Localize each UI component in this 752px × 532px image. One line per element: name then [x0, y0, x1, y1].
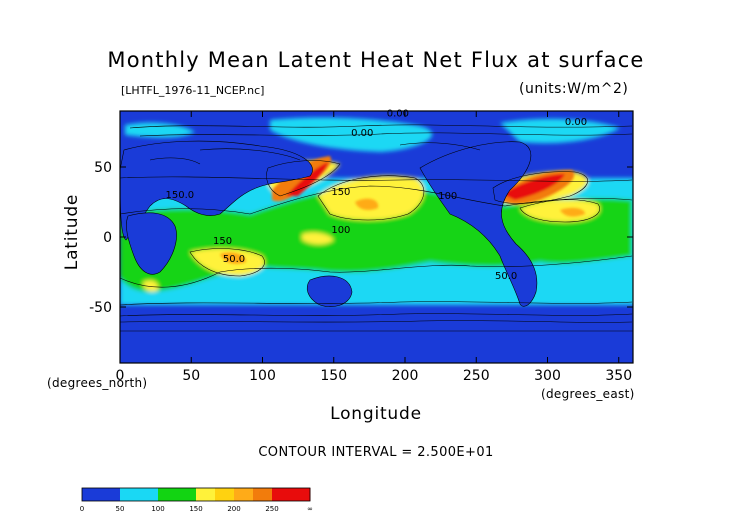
x-tick-label: 300 — [534, 368, 561, 384]
colorbar-segment — [234, 488, 254, 501]
contour-label: 100 — [331, 225, 350, 236]
contour-label: 150 — [213, 236, 232, 247]
x-tick-label: 250 — [463, 368, 490, 384]
contour-label: 50.0 — [495, 271, 517, 282]
y-tick-label: 0 — [103, 230, 112, 246]
x-ticks: 0 50 100 150 200 250 300 350 — [116, 111, 632, 384]
units-label: (units:W/m^2) — [519, 81, 629, 97]
colorbar-tick-label: ∞ — [307, 505, 313, 513]
colorbar-tick-label: 50 — [116, 505, 125, 513]
x-unit-label: (degrees_east) — [541, 387, 635, 401]
x-tick-label: 0 — [116, 368, 125, 384]
colorbar-segment — [253, 488, 273, 501]
colorbar-segment — [196, 488, 216, 501]
y-tick-label: 50 — [94, 160, 112, 176]
x-tick-label: 350 — [605, 368, 632, 384]
colorbar: 0 50 100 150 200 250 ∞ — [80, 487, 313, 513]
x-tick-label: 150 — [320, 368, 347, 384]
colorbar-segment — [82, 488, 102, 501]
file-label: [LHTFL_1976-11_NCEP.nc] — [121, 84, 265, 97]
y-ticks: 50 0 -50 — [89, 160, 633, 316]
x-tick-label: 200 — [392, 368, 419, 384]
colorbar-segment — [215, 488, 235, 501]
colorbar-frame — [81, 487, 311, 502]
contour-label: 0.00 — [387, 109, 409, 120]
y-unit-label: (degrees_north) — [47, 376, 148, 390]
contour-label: 0.00 — [351, 128, 373, 139]
contour-label: 0.00 — [565, 117, 587, 128]
colorbar-segment — [177, 488, 197, 501]
heatmap-field — [120, 111, 633, 363]
contour-labels: 0.00 0.00 0.00 150.0 150 100 100 150 50.0 50.0 — [166, 109, 588, 282]
contour-label: 100 — [438, 191, 457, 202]
contour-label: 150.0 — [166, 190, 195, 201]
colorbar-tick-label: 250 — [265, 505, 278, 513]
colorbar-tick-label: 150 — [189, 505, 202, 513]
x-tick-label: 50 — [182, 368, 200, 384]
colorbar-segment — [291, 488, 311, 501]
colorbar-segment — [272, 488, 292, 501]
colorbar-segment — [101, 488, 121, 501]
colorbar-segment — [120, 488, 140, 501]
colorbar-tick-label: 0 — [80, 505, 84, 513]
colorbar-segment — [139, 488, 159, 501]
x-tick-label: 100 — [249, 368, 276, 384]
chart-title: Monthly Mean Latent Heat Net Flux at sur… — [107, 48, 645, 72]
colorbar-segment — [158, 488, 178, 501]
contour-interval-text: CONTOUR INTERVAL = 2.500E+01 — [258, 445, 494, 460]
y-tick-label: -50 — [89, 300, 112, 316]
colorbar-tick-label: 100 — [151, 505, 164, 513]
contour-label: 150 — [331, 187, 350, 198]
contour-label: 50.0 — [223, 254, 245, 265]
colorbar-tick-label: 200 — [227, 505, 240, 513]
x-axis-label: Longitude — [330, 404, 422, 424]
